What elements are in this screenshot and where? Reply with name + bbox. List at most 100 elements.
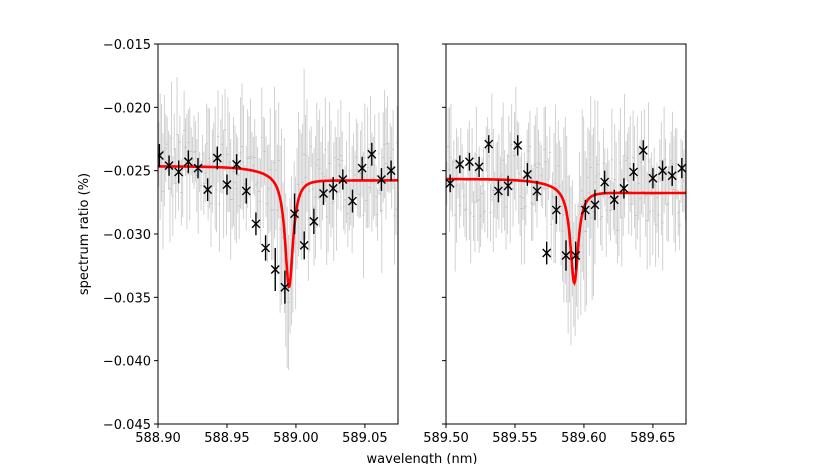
binned-point (619, 178, 629, 199)
binned-marker (561, 251, 571, 261)
binned-point (474, 156, 484, 177)
x-tick-label: 589.65 (630, 431, 676, 446)
x-tick-label: 589.60 (561, 431, 607, 446)
left-panel: 588.90 588.95 589.00 589.05 −0.015 −0.020 −0.0… (103, 38, 399, 446)
binned-marker (493, 186, 503, 196)
binned-marker (638, 145, 648, 155)
right-panel: 589.50 589.55 589.60 589.65 (423, 43, 687, 446)
binned-point (464, 152, 474, 171)
binned-marker (261, 243, 271, 253)
binned-point (580, 199, 590, 221)
binned-marker (600, 177, 610, 187)
binned-point (503, 175, 513, 196)
x-tick-label: 589.00 (273, 431, 319, 446)
binned-marker (299, 240, 309, 250)
binned-marker (328, 183, 338, 193)
binned-point (522, 163, 532, 186)
binned-point (203, 178, 213, 202)
binned-point (542, 241, 552, 265)
binned-marker (551, 205, 561, 215)
binned-point (513, 135, 523, 156)
binned-point (319, 182, 329, 205)
binned-marker (158, 150, 164, 158)
binned-marker (376, 175, 386, 185)
x-tick-label: 588.90 (135, 431, 181, 446)
binned-point (667, 165, 677, 186)
binned-marker (464, 157, 474, 167)
binned-marker (319, 188, 329, 198)
binned-marker (241, 186, 251, 196)
x-tick-label: 589.05 (342, 431, 388, 446)
y-tick-label: −0.040 (103, 355, 151, 370)
binned-marker (309, 216, 319, 226)
binned-marker (212, 153, 222, 163)
x-tick-label: 589.50 (423, 431, 469, 446)
binned-marker (174, 167, 184, 177)
binned-marker (609, 195, 619, 205)
y-tick-label: −0.025 (103, 165, 151, 180)
binned-point (193, 158, 203, 179)
binned-point (590, 189, 600, 221)
x-tick-label: 589.55 (492, 431, 538, 446)
binned-marker (290, 209, 300, 219)
binned-point (648, 168, 658, 189)
binned-marker (658, 166, 668, 176)
binned-point (629, 163, 639, 181)
binned-marker (619, 183, 629, 193)
binned-point (532, 180, 542, 202)
binned-marker (484, 139, 494, 149)
binned-point (484, 135, 494, 153)
y-tick-label: −0.015 (103, 38, 151, 53)
binned-marker (347, 196, 357, 206)
binned-point (638, 140, 648, 161)
x-tick-label: 588.95 (204, 431, 250, 446)
y-tick-label: −0.035 (103, 291, 151, 306)
binned-point (280, 270, 290, 304)
binned-point (270, 247, 280, 291)
raw-data-group (158, 68, 398, 370)
binned-point (222, 174, 232, 195)
binned-point (241, 178, 251, 204)
binned-point (446, 174, 455, 193)
axes-frame (157, 43, 399, 425)
binned-marker (270, 264, 280, 274)
binned-marker (629, 167, 639, 177)
binned-marker (251, 219, 261, 229)
binned-marker (203, 185, 213, 195)
binned-point (571, 241, 581, 270)
binned-marker (667, 171, 677, 181)
plot-area (158, 68, 398, 370)
binned-point (347, 189, 357, 213)
x-axis-label: wavelength (nm) (367, 452, 478, 464)
y-tick-label: −0.030 (103, 228, 151, 243)
binned-marker (280, 282, 290, 292)
binned-point (309, 208, 319, 234)
binned-marker (232, 159, 242, 169)
binned-point (328, 177, 338, 200)
fit-curve (446, 177, 686, 286)
binned-marker (455, 159, 465, 169)
binned-marker (503, 181, 513, 191)
binned-point (290, 193, 300, 234)
binned-point (232, 154, 242, 175)
binned-point (357, 156, 367, 180)
binned-marker (532, 186, 542, 196)
binned-point (600, 170, 610, 194)
binned-marker (474, 162, 484, 172)
binned-point (183, 150, 193, 174)
binned-marker (367, 149, 377, 159)
binned-point (338, 169, 348, 190)
y-tick-label: −0.020 (103, 101, 151, 116)
binned-point (212, 146, 222, 170)
binned-marker (357, 163, 367, 173)
binned-marker (193, 163, 203, 173)
binned-point (386, 160, 396, 181)
binned-point (367, 142, 377, 166)
binned-point (493, 179, 503, 203)
binned-marker (338, 175, 348, 185)
binned-point (551, 196, 561, 224)
binned-point (561, 240, 571, 271)
binned-point (455, 155, 465, 174)
binned-marker (542, 248, 552, 258)
